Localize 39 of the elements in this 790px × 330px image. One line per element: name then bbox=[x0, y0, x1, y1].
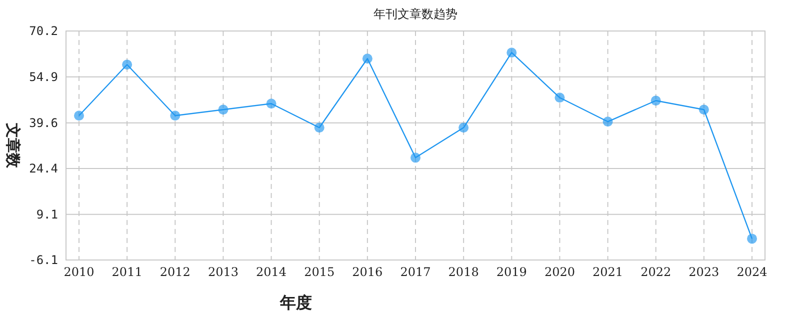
point bbox=[314, 122, 324, 133]
x-tick-label: 2020 bbox=[544, 265, 575, 279]
point bbox=[506, 48, 517, 58]
x-tick-label: 2023 bbox=[688, 265, 720, 279]
y-axis-title: 文章数 bbox=[4, 122, 22, 169]
x-tick-label: 2012 bbox=[160, 265, 190, 279]
x-tick-label: 2013 bbox=[208, 265, 238, 279]
x-tick-label: 2018 bbox=[448, 265, 479, 279]
y-tick-label: 39.6 bbox=[29, 116, 58, 130]
point bbox=[74, 110, 84, 121]
point bbox=[122, 60, 132, 70]
x-tick-label: 2021 bbox=[592, 265, 624, 279]
x-tick-label: 2019 bbox=[496, 265, 527, 279]
x-tick-label: 2014 bbox=[256, 265, 287, 279]
y-tick-label: 24.4 bbox=[29, 161, 58, 176]
chart-title: 年刊文章数趋势 bbox=[374, 7, 458, 21]
x-tick-label: 2011 bbox=[112, 265, 142, 279]
point bbox=[362, 54, 372, 64]
y-tick-label: 54.9 bbox=[29, 70, 58, 84]
x-tick-label: 2024 bbox=[736, 265, 768, 279]
x-tick-label: 2017 bbox=[400, 265, 431, 279]
point bbox=[458, 122, 469, 133]
x-tick-label: 2016 bbox=[352, 265, 383, 279]
point bbox=[602, 116, 613, 127]
x-axis-title: 年度 bbox=[279, 293, 312, 312]
y-tick-label: -6.1 bbox=[29, 253, 58, 267]
x-tick-label: 2015 bbox=[304, 265, 335, 279]
y-tick-label: 70.2 bbox=[29, 24, 58, 38]
point bbox=[170, 110, 180, 121]
point bbox=[698, 104, 709, 115]
point bbox=[747, 234, 757, 244]
point bbox=[266, 98, 276, 109]
point bbox=[554, 92, 565, 103]
x-tick-label: 2022 bbox=[640, 265, 672, 279]
y-tick-label: 9.1 bbox=[36, 207, 58, 222]
x-tick-label: 2010 bbox=[64, 265, 94, 279]
point bbox=[218, 104, 228, 115]
point bbox=[410, 152, 420, 163]
point bbox=[650, 96, 661, 106]
